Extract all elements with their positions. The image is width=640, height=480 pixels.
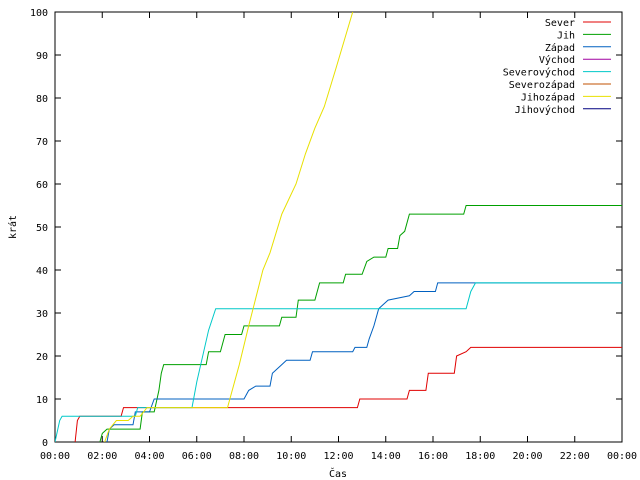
y-tick-label: 30	[36, 309, 48, 320]
y-tick-label: 90	[36, 51, 48, 62]
x-tick-label: 10:00	[276, 451, 306, 462]
x-tick-label: 08:00	[229, 451, 259, 462]
legend: SeverJihZápadVýchodSeverovýchodSeverozáp…	[503, 18, 611, 116]
x-tick-label: 06:00	[182, 451, 212, 462]
x-tick-label: 22:00	[560, 451, 590, 462]
x-tick-label: 04:00	[134, 451, 164, 462]
x-tick-label: 16:00	[418, 451, 448, 462]
legend-label-severozapad: Severozápad	[509, 79, 575, 91]
axis-ticks: 00:00 02:00 04:00 06:00 08:00 10:00 12:00 14:00…	[30, 8, 637, 462]
x-tick-label: 18:00	[465, 451, 495, 462]
x-tick-label: 12:00	[323, 451, 353, 462]
legend-label-zapad: Západ	[545, 42, 575, 54]
series-line-jih	[99, 205, 622, 442]
y-tick-label: 100	[30, 8, 48, 19]
y-tick-label: 20	[36, 352, 48, 363]
y-tick-label: 0	[42, 438, 48, 449]
y-axis-label: krát	[7, 215, 19, 239]
x-tick-label: 20:00	[512, 451, 542, 462]
x-tick-label: 00:00	[607, 451, 637, 462]
legend-label-jihozapad: Jihozápad	[521, 91, 575, 103]
x-axis-label: Čas	[329, 467, 347, 480]
y-tick-label: 80	[36, 94, 48, 105]
x-tick-label: 14:00	[371, 451, 401, 462]
series-lines	[55, 12, 622, 442]
series-line-severovychod	[55, 282, 622, 442]
y-tick-label: 70	[36, 137, 48, 148]
legend-label-severovychod: Severovýchod	[503, 67, 575, 79]
series-line-zapad	[106, 282, 622, 442]
series-line-sever	[74, 346, 622, 442]
y-tick-label: 40	[36, 266, 48, 277]
x-tick-label: 02:00	[87, 451, 117, 462]
y-tick-label: 50	[36, 223, 48, 234]
y-tick-label: 60	[36, 180, 48, 191]
legend-label-sever: Sever	[545, 18, 575, 29]
legend-label-vychod: Východ	[539, 54, 575, 66]
legend-label-jihovychod: Jihovýchod	[515, 104, 575, 116]
y-tick-label: 10	[36, 395, 48, 406]
series-line-jihozapad	[104, 12, 354, 442]
legend-label-jih: Jih	[557, 30, 575, 41]
x-tick-label: 00:00	[40, 451, 70, 462]
